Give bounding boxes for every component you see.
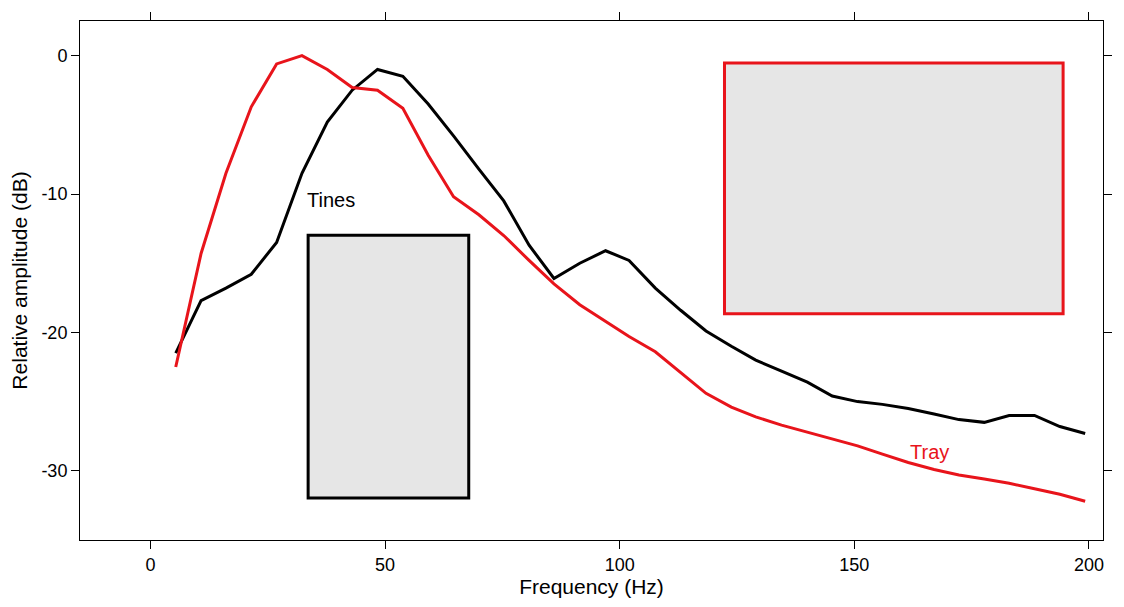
svg-text:Tines: Tines <box>307 189 355 211</box>
svg-text:-30: -30 <box>41 461 67 481</box>
svg-text:50: 50 <box>375 555 395 575</box>
svg-text:-20: -20 <box>41 323 67 343</box>
svg-text:-10: -10 <box>41 184 67 204</box>
svg-text:100: 100 <box>605 555 635 575</box>
svg-text:150: 150 <box>839 555 869 575</box>
svg-text:Tray: Tray <box>910 441 949 463</box>
svg-text:200: 200 <box>1074 555 1104 575</box>
svg-text:Relative amplitude (dB): Relative amplitude (dB) <box>8 171 31 389</box>
svg-text:0: 0 <box>145 555 155 575</box>
svg-text:0: 0 <box>57 46 67 66</box>
svg-text:Frequency (Hz): Frequency (Hz) <box>519 575 664 598</box>
